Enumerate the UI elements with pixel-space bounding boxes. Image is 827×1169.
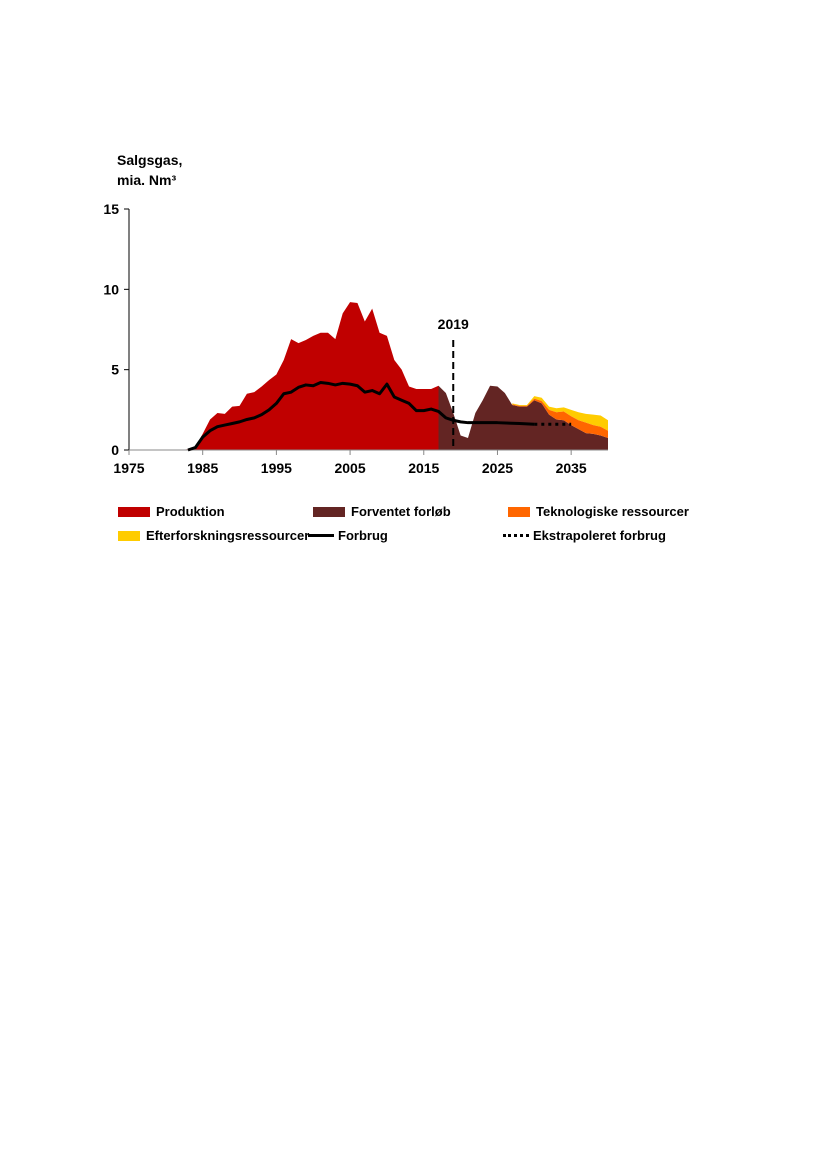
- x-tick-label: 1975: [113, 460, 144, 476]
- year-2019-label: 2019: [438, 316, 469, 332]
- y-tick-label: 5: [111, 362, 119, 378]
- y-tick-label: 15: [103, 201, 119, 217]
- legend-line: [308, 534, 334, 537]
- x-tick-label: 2005: [334, 460, 365, 476]
- y-tick-label: 0: [111, 442, 119, 458]
- legend-forbrug: Forbrug: [308, 528, 388, 543]
- legend-swatch: [118, 530, 140, 541]
- area-forventet-forloeb: [438, 385, 608, 450]
- area-teknologiske-ressourcer: [512, 398, 608, 438]
- y-axis-label-line2: mia. Nm³: [117, 172, 176, 188]
- legend-swatch: [118, 506, 150, 517]
- legend-swatch: [508, 506, 530, 517]
- y-tick-label: 10: [103, 281, 119, 297]
- legend-forventet: Forventet forløb: [313, 504, 451, 519]
- legend-label: Forventet forløb: [351, 504, 451, 519]
- legend-label: Forbrug: [338, 528, 388, 543]
- legend-efter: Efterforskningsressourcer: [118, 528, 309, 543]
- x-tick-label: 2035: [556, 460, 587, 476]
- y-axis-label-line1: Salgsgas,: [117, 152, 182, 168]
- x-tick-label: 1985: [187, 460, 218, 476]
- legend-dotted-line: [503, 534, 529, 537]
- legend-label: Efterforskningsressourcer: [146, 528, 310, 543]
- legend-tekno: Teknologiske ressourcer: [508, 504, 689, 519]
- line-forbrug: [187, 381, 535, 452]
- legend-swatch: [313, 506, 345, 517]
- area-produktion: [180, 302, 439, 450]
- legend-label: Teknologiske ressourcer: [536, 504, 689, 519]
- x-tick-label: 1995: [261, 460, 292, 476]
- legend-ekstrapoleret: Ekstrapoleret forbrug: [503, 528, 666, 543]
- x-tick-label: 2015: [408, 460, 439, 476]
- gas-production-chart: Salgsgas, mia. Nm³ 0 5 10 15 1975 1985 1995 200…: [103, 152, 608, 476]
- legend-label: Ekstrapoleret forbrug: [533, 528, 666, 543]
- legend-label: Produktion: [156, 504, 225, 519]
- legend-produktion: Produktion: [118, 504, 225, 519]
- x-tick-label: 2025: [482, 460, 513, 476]
